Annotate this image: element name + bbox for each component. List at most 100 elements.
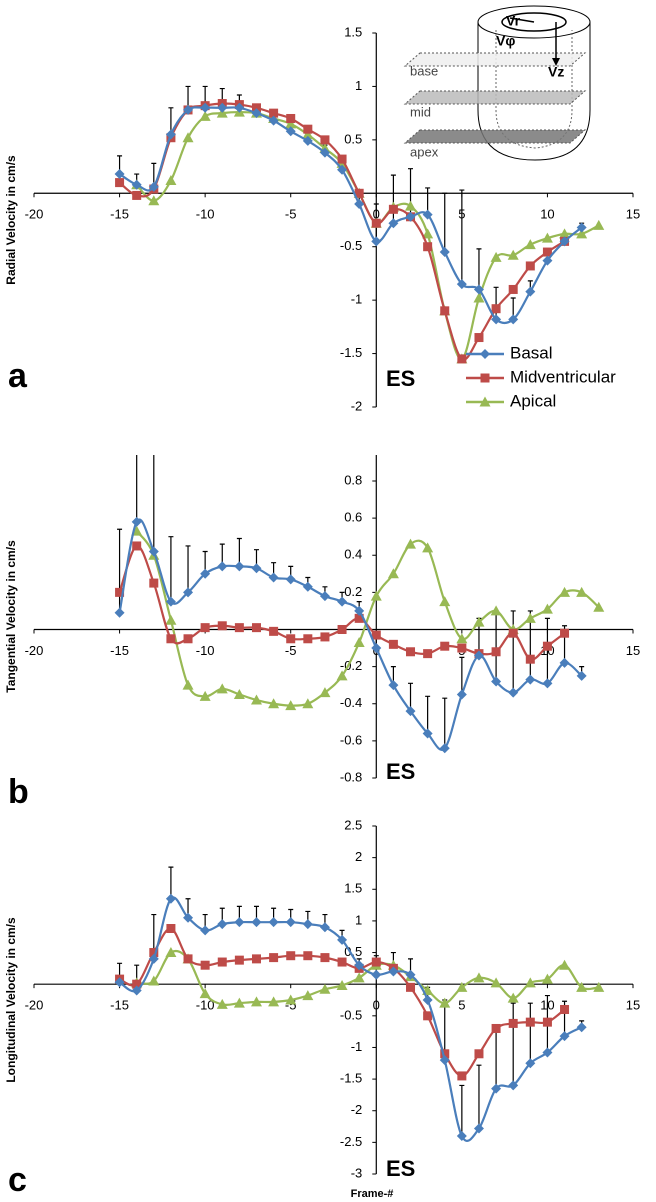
marker: [183, 634, 193, 644]
y-tick-label: 0.8: [344, 472, 362, 487]
marker: [115, 587, 125, 597]
marker: [525, 1017, 535, 1027]
panel-label: a: [8, 357, 28, 395]
marker: [319, 687, 331, 698]
marker: [593, 981, 605, 992]
marker: [405, 538, 417, 549]
error-bar: [442, 697, 448, 749]
x-tick-label: -20: [25, 643, 44, 658]
y-axis-label: Radial Velocity in cm/s: [4, 155, 18, 285]
marker: [234, 917, 245, 928]
x-tick-label: -20: [25, 207, 44, 222]
marker: [508, 628, 518, 638]
marker: [371, 643, 382, 654]
y-tick-label: 1.5: [344, 24, 362, 39]
legend-label: Basal: [510, 343, 553, 362]
marker: [508, 1080, 519, 1091]
x-tick-label: -5: [285, 207, 297, 222]
chart-panel: Tangential Velocity in cm/s -0.8 -0.6 -0.4 -…: [4, 455, 640, 784]
y-tick-label: 2.5: [344, 817, 362, 832]
y-tick-label: -1.5: [340, 345, 362, 360]
marker: [473, 1123, 484, 1134]
diagram-label: Vφ: [496, 33, 515, 49]
inset-inner: [495, 30, 573, 149]
panel-label: c: [8, 1161, 27, 1199]
error-bar: [527, 1002, 533, 1064]
y-tick-label: 0.5: [344, 131, 362, 146]
marker: [217, 102, 228, 113]
x-tick-label: -15: [110, 643, 129, 658]
marker: [559, 959, 571, 970]
x-axis-label: Frame-#: [351, 1188, 394, 1200]
marker: [302, 581, 313, 592]
x-tick-label: -15: [110, 998, 129, 1013]
error-bar: [510, 610, 516, 693]
marker: [285, 700, 297, 711]
marker: [182, 679, 194, 690]
error-bar: [459, 189, 465, 285]
marker: [541, 232, 553, 243]
marker: [593, 601, 605, 612]
plane-base: [403, 52, 587, 67]
y-tick-label: 0.6: [344, 510, 362, 525]
marker: [542, 641, 552, 651]
marker: [491, 676, 502, 687]
marker: [422, 995, 433, 1005]
marker: [354, 188, 364, 198]
marker: [268, 115, 279, 126]
marker: [302, 919, 313, 930]
marker: [251, 954, 261, 964]
error-bar: [493, 1027, 499, 1089]
y-tick-label: 0.4: [344, 547, 362, 562]
x-tick-label: -10: [196, 643, 215, 658]
marker: [491, 1023, 501, 1033]
marker: [268, 917, 279, 928]
marker: [114, 169, 125, 180]
marker: [423, 649, 433, 659]
error-bar: [476, 1064, 482, 1129]
marker: [387, 568, 399, 579]
marker: [216, 998, 228, 1009]
marker: [560, 1004, 570, 1014]
marker: [524, 239, 536, 250]
marker: [166, 634, 176, 644]
legend-label: Apical: [510, 391, 556, 410]
error-bar: [185, 545, 191, 593]
marker: [337, 934, 348, 945]
marker: [131, 516, 142, 527]
marker: [268, 698, 280, 709]
marker: [285, 574, 296, 585]
diagram-label: base: [410, 63, 438, 78]
arrowhead: [552, 58, 560, 66]
marker: [559, 657, 570, 668]
marker: [576, 1022, 587, 1033]
marker: [440, 1049, 450, 1059]
marker: [491, 1083, 502, 1094]
marker: [251, 103, 261, 113]
y-tick-label: -0.6: [340, 732, 362, 747]
marker: [234, 561, 245, 572]
marker: [320, 953, 330, 963]
y-tick-label: -2: [351, 1102, 363, 1117]
marker: [576, 228, 588, 239]
y-tick-label: -1: [351, 292, 363, 307]
marker: [541, 603, 553, 614]
chart-panel: Longitudinal Velocity in cm/s -3 -2.5 -2 -1.…: [4, 817, 640, 1180]
marker: [388, 639, 398, 649]
marker: [508, 284, 518, 294]
y-tick-label: 0.2: [344, 584, 362, 599]
error-bar: [425, 695, 431, 734]
error-bar: [493, 610, 499, 682]
marker: [148, 975, 160, 986]
marker: [559, 586, 571, 597]
marker: [354, 613, 364, 623]
marker: [456, 279, 467, 290]
annotation: ES: [386, 759, 415, 784]
x-tick-label: -5: [285, 998, 297, 1013]
marker: [336, 979, 348, 990]
marker: [251, 917, 262, 928]
error-bar: [117, 528, 123, 613]
marker: [422, 542, 434, 553]
marker: [456, 633, 468, 644]
